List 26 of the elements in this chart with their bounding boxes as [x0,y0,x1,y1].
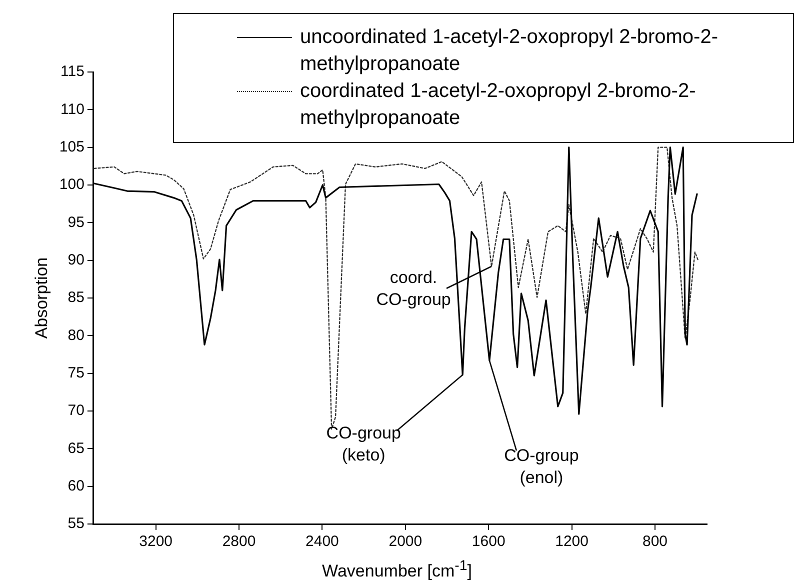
x-tick-label: 1600 [472,533,506,550]
y-axis-title: Absorption [32,257,51,339]
y-tick-label: 85 [68,289,84,306]
x-tick-label: 2000 [388,533,422,550]
y-tick-label: 70 [68,402,84,420]
x-axis-title: Wavenumber [cm$^{-1}$] [321,558,473,582]
y-tick-label: 110 [60,100,84,118]
y-tick-label: 115 [60,63,84,80]
x-tick-label: 1200 [555,533,588,550]
y-tick-label: 75 [68,364,84,382]
y-tick-label: 60 [68,477,84,494]
y-tick-label: 105 [59,138,84,156]
x-tick-label: 800 [642,533,668,550]
y-tick-label: 55 [68,515,84,532]
y-tick-label: 65 [68,440,84,457]
annotation: CO-group (keto) [326,424,401,465]
annotation: CO-group (enol) [504,446,579,488]
y-tick-label: 90 [68,251,84,268]
x-tick-label: 2400 [306,533,339,550]
x-tick-label: 3200 [139,533,173,550]
y-tick-label: 100 [59,176,84,194]
y-tick-label: 95 [68,214,84,231]
annotation: coord. CO-group [376,268,451,310]
x-tick-label: 2800 [222,533,256,550]
legend-label: coordinated 1-acetyl-2-oxopropyl 2-bromo-2-methylpropanoate [300,79,697,131]
y-tick-label: 80 [68,326,84,344]
